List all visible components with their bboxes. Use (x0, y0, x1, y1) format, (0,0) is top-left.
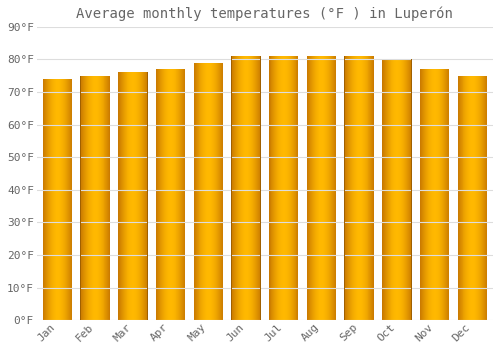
Title: Average monthly temperatures (°F ) in Luperón: Average monthly temperatures (°F ) in Lu… (76, 7, 454, 21)
